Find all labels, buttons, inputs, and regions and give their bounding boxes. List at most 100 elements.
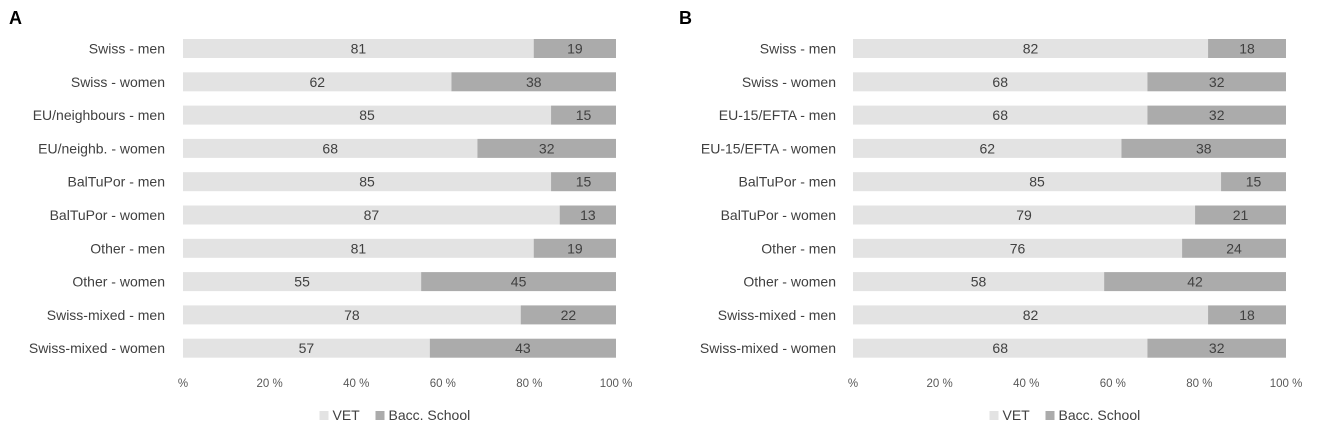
data-label: 43 <box>515 340 531 356</box>
data-label: 18 <box>1239 41 1255 57</box>
bar-segment-bacc <box>520 305 616 325</box>
bar-segment-vet <box>853 72 1148 92</box>
bar-segment-bacc <box>533 238 616 258</box>
category-label: Swiss-mixed - women <box>700 340 836 356</box>
data-label: 68 <box>992 107 1008 123</box>
bar-segment-bacc <box>533 39 616 58</box>
category-label: Other - women <box>743 274 836 290</box>
legend-swatch-bacc <box>375 411 385 420</box>
category-label: Swiss-mixed - women <box>29 340 165 356</box>
data-label: 62 <box>979 140 995 156</box>
data-label: 13 <box>580 207 596 223</box>
bar-segment-vet <box>183 39 534 58</box>
category-label: BalTuPor - men <box>67 174 165 190</box>
bar-segment-bacc <box>429 338 616 358</box>
bar-segment-bacc <box>1104 272 1286 292</box>
data-label: 82 <box>1023 41 1039 57</box>
data-label: 15 <box>576 174 592 190</box>
category-label: Other - men <box>761 240 836 256</box>
data-label: 18 <box>1239 307 1255 323</box>
data-label: 32 <box>1209 340 1225 356</box>
x-tick-label: % <box>848 378 858 390</box>
data-label: 68 <box>992 340 1008 356</box>
legend-swatch-bacc <box>1045 411 1055 420</box>
bar-segment-bacc <box>551 172 616 192</box>
category-label: Swiss - women <box>742 74 836 90</box>
x-tick-label: 100 % <box>1270 378 1303 390</box>
bar-segment-vet <box>853 272 1105 292</box>
data-label: 76 <box>1010 240 1026 256</box>
data-label: 87 <box>364 207 380 223</box>
x-tick-label: 20 % <box>256 378 282 390</box>
data-label: 62 <box>309 74 325 90</box>
category-label: Swiss-mixed - men <box>718 307 836 323</box>
legend-label-bacc: Bacc. School <box>1059 407 1141 423</box>
data-label: 42 <box>1187 274 1203 290</box>
category-label: Swiss - men <box>89 41 165 57</box>
data-label: 19 <box>567 240 583 256</box>
data-label: 32 <box>1209 74 1225 90</box>
data-label: 78 <box>344 307 360 323</box>
bar-segment-vet <box>853 338 1148 358</box>
bar-segment-vet <box>183 305 521 325</box>
bar-segment-vet <box>183 338 430 358</box>
category-label: EU-15/EFTA - women <box>701 140 836 156</box>
x-tick-label: % <box>178 378 188 390</box>
bar-segment-vet <box>853 172 1222 192</box>
legend-swatch-vet <box>989 411 999 420</box>
x-tick-label: 60 % <box>430 378 456 390</box>
data-label: 68 <box>992 74 1008 90</box>
category-label: Swiss - women <box>71 74 165 90</box>
bar-segment-vet <box>183 172 552 192</box>
data-label: 45 <box>511 274 527 290</box>
bar-segment-vet <box>853 105 1148 125</box>
bar-segment-vet <box>853 138 1122 158</box>
bar-segment-vet <box>853 238 1183 258</box>
bar-segment-vet <box>853 305 1209 325</box>
data-label: 15 <box>576 107 592 123</box>
legend-label-vet: VET <box>1003 407 1031 423</box>
bar-segment-vet <box>853 205 1196 225</box>
bar-segment-vet <box>183 272 422 292</box>
bar-segment-bacc <box>1147 105 1286 125</box>
data-label: 38 <box>526 74 542 90</box>
panel-b-chart: Swiss - men 82 18 Swiss - women 68 32 EU-15/EF… <box>700 39 1302 423</box>
data-label: 21 <box>1233 207 1249 223</box>
data-label: 82 <box>1023 307 1039 323</box>
category-label: Other - women <box>72 274 165 290</box>
data-label: 38 <box>1196 140 1212 156</box>
data-label: 68 <box>322 140 338 156</box>
data-label: 24 <box>1226 240 1242 256</box>
bar-segment-bacc <box>1182 238 1286 258</box>
data-label: 15 <box>1246 174 1262 190</box>
category-label: Swiss-mixed - men <box>47 307 165 323</box>
legend-label-vet: VET <box>333 407 361 423</box>
data-label: 85 <box>359 107 375 123</box>
data-label: 32 <box>539 140 555 156</box>
data-label: 81 <box>351 240 367 256</box>
bar-segment-vet <box>183 105 552 125</box>
data-label: 22 <box>561 307 577 323</box>
panel-a-chart: Swiss - men 81 19 Swiss - women 62 38 EU/neigh… <box>29 39 632 423</box>
data-label: 79 <box>1016 207 1032 223</box>
bar-segment-bacc <box>1195 205 1286 225</box>
data-label: 32 <box>1209 107 1225 123</box>
category-label: EU/neighbours - men <box>33 107 165 123</box>
panel-a-letter: A <box>9 8 22 28</box>
data-label: 81 <box>351 41 367 57</box>
x-tick-label: 40 % <box>1013 378 1039 390</box>
bar-segment-vet <box>183 138 478 158</box>
bar-segment-bacc <box>421 272 616 292</box>
bar-segment-vet <box>183 72 452 92</box>
x-tick-label: 80 % <box>516 378 542 390</box>
category-label: BalTuPor - men <box>738 174 836 190</box>
bar-segment-bacc <box>1147 338 1286 358</box>
x-tick-label: 100 % <box>600 378 633 390</box>
data-label: 57 <box>299 340 315 356</box>
bar-segment-vet <box>853 39 1209 58</box>
data-label: 58 <box>971 274 987 290</box>
bar-segment-vet <box>183 205 560 225</box>
legend-swatch-vet <box>319 411 329 420</box>
x-tick-label: 40 % <box>343 378 369 390</box>
